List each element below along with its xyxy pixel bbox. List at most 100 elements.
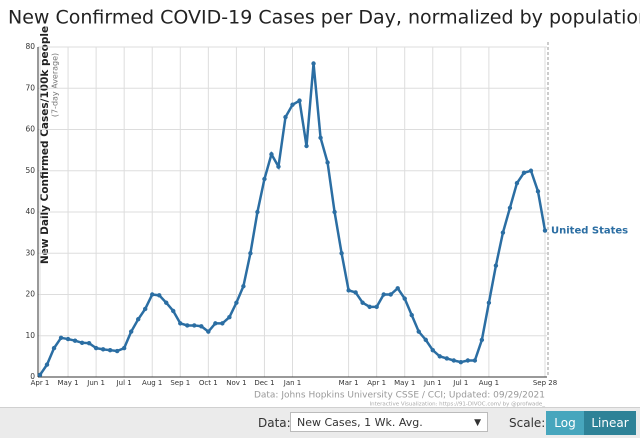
log-button[interactable]: Log [546, 411, 584, 435]
y-tick-label: 30 [25, 248, 35, 257]
credit: Interactive Visualization: https://91-DI… [369, 402, 545, 408]
y-tick-label: 0 [30, 372, 35, 381]
point [367, 304, 372, 310]
x-tick-label: Aug 1 [479, 379, 499, 387]
point [114, 348, 120, 354]
point [311, 61, 316, 66]
linear-button[interactable]: Linear [584, 411, 636, 435]
point [423, 337, 428, 343]
y-tick-label: 20 [25, 290, 35, 299]
point [100, 347, 106, 352]
y-tick-label: 10 [25, 331, 35, 340]
point [528, 168, 534, 173]
point [283, 114, 288, 120]
point [409, 312, 414, 318]
point [86, 340, 92, 346]
y-tick-label: 60 [25, 125, 35, 134]
point [164, 300, 169, 305]
data-select-value: New Cases, 1 Wk. Avg. [297, 416, 423, 429]
point [44, 362, 50, 367]
scale-label: Scale: [509, 416, 546, 430]
point [486, 300, 492, 305]
point [206, 329, 211, 334]
point [213, 321, 218, 326]
x-tick-label: Oct 1 [199, 379, 218, 387]
point [248, 251, 253, 256]
y-tick-label: 80 [25, 42, 35, 51]
x-tick-label: Nov 1 [226, 379, 246, 387]
control-bar: Data: New Cases, 1 Wk. Avg. ▼ Scale: Log … [0, 407, 640, 438]
point [178, 321, 183, 326]
point [220, 321, 225, 326]
x-tick-label: Aug 1 [142, 379, 162, 387]
point [444, 356, 450, 361]
y-tick-label: 40 [25, 207, 35, 216]
point [171, 308, 176, 314]
point [262, 176, 267, 182]
point [395, 286, 400, 291]
point [150, 292, 155, 297]
point [255, 209, 260, 215]
point [297, 98, 302, 103]
source: Data: Johns Hopkins University CSSE / CC… [254, 391, 545, 401]
y-tick-label: 50 [25, 166, 35, 175]
chart-title: New Confirmed COVID-19 Cases per Day, no… [8, 7, 640, 29]
point [65, 336, 71, 342]
x-tick-label: Jan 1 [283, 379, 301, 387]
point [72, 338, 78, 343]
point [290, 102, 295, 107]
point [388, 292, 393, 297]
point [416, 329, 421, 334]
point [241, 284, 246, 289]
y-tick-label: 70 [25, 83, 35, 92]
point [157, 293, 162, 298]
x-tick-label: Apr 1 [31, 379, 50, 387]
point [381, 292, 386, 297]
y-axis-subtitle: (7-day Average) [51, 53, 60, 117]
point [325, 160, 330, 165]
point [465, 358, 471, 363]
x-tick-label: May 1 [57, 379, 78, 387]
point [437, 354, 442, 359]
point [353, 290, 358, 295]
x-tick-label: Jul 1 [116, 379, 132, 387]
point [458, 359, 464, 365]
x-tick-label: Jul 1 [452, 379, 468, 387]
point [332, 209, 337, 215]
point [535, 189, 541, 194]
x-tick-label: Jun 1 [423, 379, 442, 387]
point [493, 263, 499, 268]
chart: New Confirmed COVID-19 Cases per Day, no… [8, 7, 640, 408]
point [93, 345, 99, 351]
point [339, 251, 344, 256]
x-tick-label: Jun 1 [86, 379, 105, 387]
point [430, 347, 435, 353]
point [318, 135, 323, 140]
point [234, 300, 239, 305]
point [542, 228, 548, 233]
series-label: United States [551, 226, 628, 237]
point [360, 300, 365, 305]
point [451, 358, 457, 363]
point [479, 337, 485, 343]
point [185, 323, 190, 328]
data-select[interactable]: New Cases, 1 Wk. Avg. ▼ [290, 412, 488, 432]
x-tick-label: Apr 1 [367, 379, 386, 387]
x-tick-label: Mar 1 [339, 379, 359, 387]
point [37, 372, 43, 378]
point [135, 317, 141, 322]
point [402, 296, 407, 301]
point [276, 164, 281, 169]
point [121, 345, 127, 351]
point [107, 347, 113, 353]
point [472, 358, 478, 363]
point [128, 329, 134, 334]
x-tick-label: Sep 28 [533, 379, 557, 387]
y-axis-title: New Daily Confirmed Cases/100k people [39, 26, 51, 264]
point [192, 323, 197, 328]
point [304, 143, 309, 149]
x-tick-label: Sep 1 [170, 379, 190, 387]
point [58, 335, 64, 341]
point [79, 340, 85, 345]
